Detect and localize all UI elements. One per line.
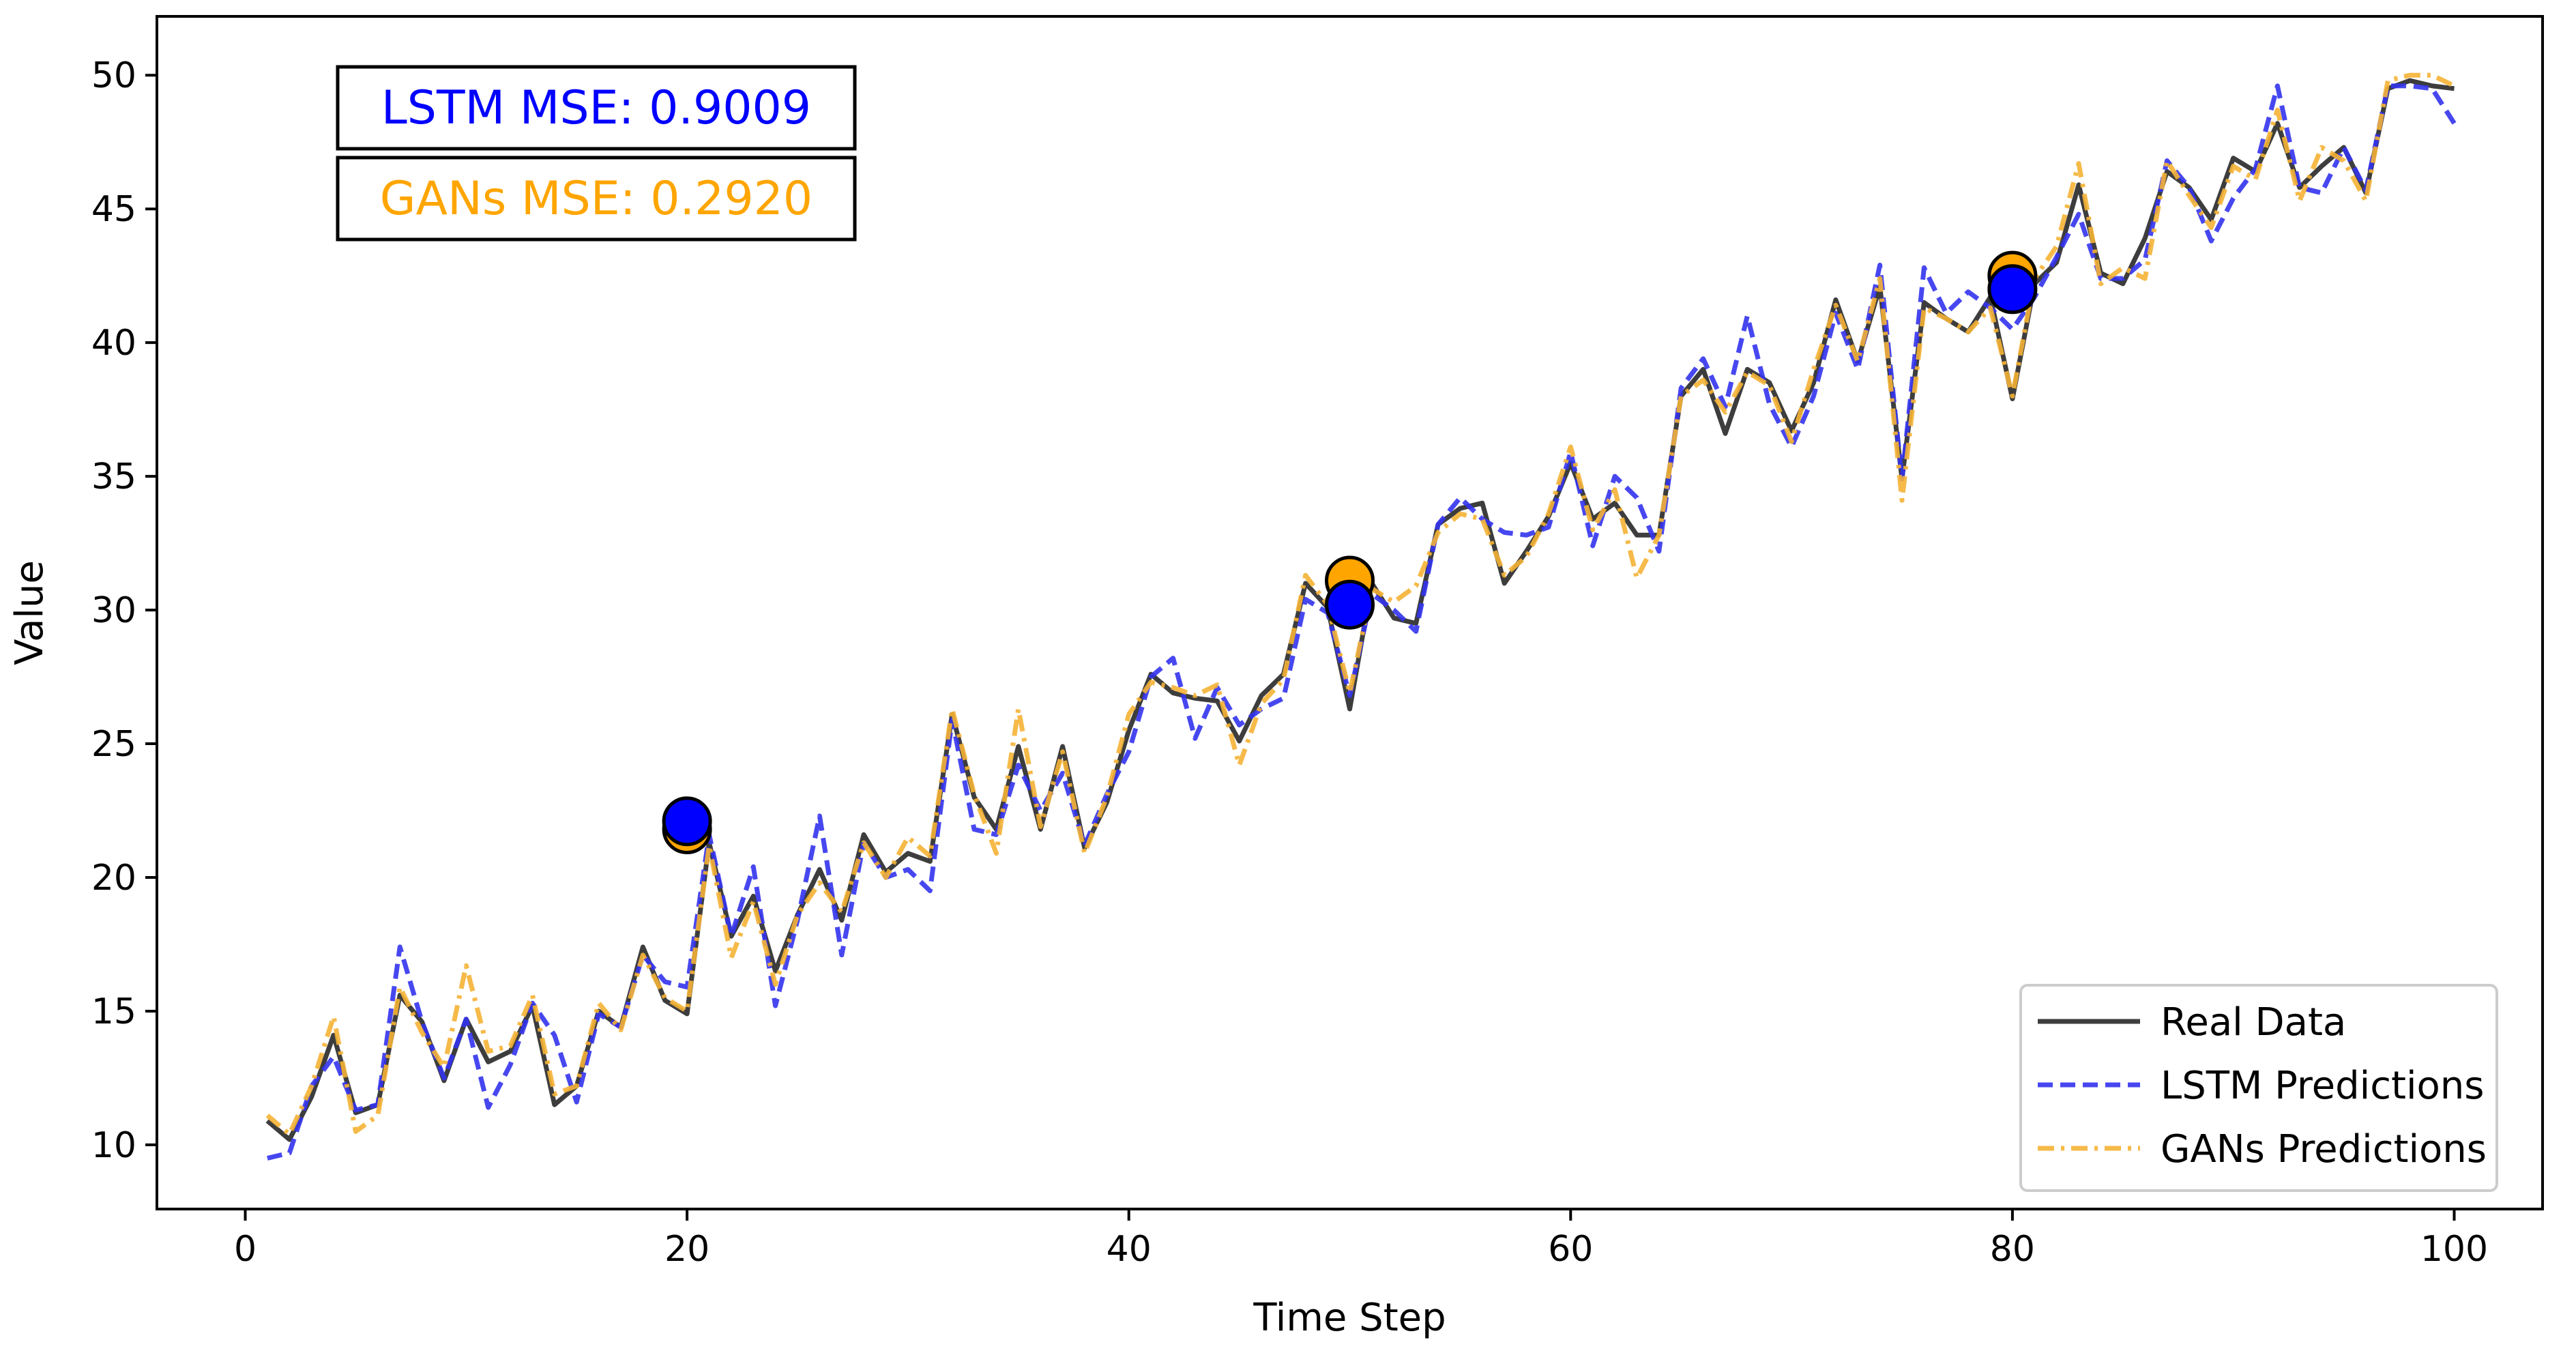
highlight-layer: [662, 250, 2038, 854]
legend-label-real-data: Real Data: [2161, 1000, 2346, 1045]
y-tick-label: 30: [91, 590, 136, 631]
mse-box-0: [336, 65, 857, 151]
mse-annotations: LSTM MSE: 0.9009 GANs MSE: 0.2920: [336, 65, 857, 242]
legend-label-lstm-predictions: LSTM Predictions: [2161, 1064, 2484, 1108]
legend: Real Data LSTM Predictions GANs Prediction…: [2019, 984, 2498, 1192]
x-tick-label: 0: [234, 1229, 257, 1270]
x-tick-label: 80: [1990, 1229, 2035, 1270]
x-tick-label: 60: [1548, 1229, 1593, 1270]
x-axis-label: Time Step: [1253, 1296, 1446, 1340]
x-tick-label: 20: [664, 1229, 709, 1270]
y-tick-label: 45: [91, 189, 136, 230]
y-tick-label: 20: [91, 858, 136, 899]
x-tick-label: 40: [1107, 1229, 1152, 1270]
y-tick-label: 50: [91, 55, 136, 96]
highlight-point-lstm-predictions-x80: [1987, 264, 2038, 315]
mse-text-0: LSTM MSE: 0.9009: [381, 81, 811, 135]
y-tick-label: 40: [91, 323, 136, 364]
legend-label-gans-predictions: GANs Predictions: [2161, 1127, 2487, 1172]
x-tick-label: 100: [2420, 1229, 2488, 1270]
y-axis-label: Value: [8, 560, 52, 665]
highlight-point-lstm-predictions-x50: [1325, 579, 1375, 630]
series-layer: [265, 72, 2457, 1161]
y-tick-label: 15: [91, 991, 136, 1032]
series-line-gans-predictions: [265, 72, 2456, 1137]
legend-box: [2019, 984, 2498, 1192]
mse-box-1: [336, 156, 857, 242]
highlight-point-lstm-predictions-x20: [662, 796, 712, 847]
y-tick-label: 10: [91, 1125, 136, 1166]
y-tick-label: 25: [91, 724, 136, 765]
y-tick-label: 35: [91, 456, 136, 497]
plot-frame: [156, 15, 2544, 1210]
mse-text-1: GANs MSE: 0.2920: [380, 172, 813, 226]
tick-layer: 0 20 40 60 80 100 10 15 20 25 30 35 40 45 50: [91, 55, 2488, 1270]
